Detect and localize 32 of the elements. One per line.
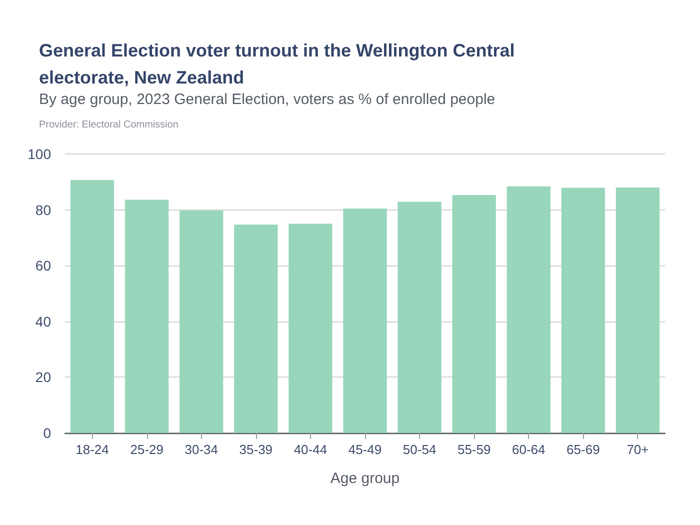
y-tick-label: 0 (43, 425, 52, 441)
bar (288, 224, 332, 433)
x-axis-title: Age group (330, 470, 400, 487)
y-tick-label: 80 (35, 202, 52, 218)
x-tick-label: 55-59 (457, 442, 491, 457)
x-tick-label: 25-29 (130, 442, 164, 457)
bar (234, 224, 278, 433)
chart-subtitle: By age group, 2023 General Election, voters as % of enrolled people (39, 91, 496, 108)
x-tick-label: 65-69 (566, 442, 600, 457)
x-tick-label: 70+ (626, 442, 649, 457)
bar (506, 186, 550, 433)
x-tick-label: 45-49 (348, 442, 382, 457)
y-tick-label: 40 (35, 313, 52, 330)
bar (70, 180, 114, 433)
x-tick-label: 60-64 (512, 442, 546, 457)
bar (125, 200, 169, 433)
bar (180, 210, 224, 433)
y-tick-label: 60 (35, 258, 52, 274)
bar (452, 195, 496, 433)
chart-title: General Election voter turnout in the Wellington Central electorate, New Zealand (39, 40, 520, 88)
text: Provider: Electoral Commission (39, 120, 178, 130)
x-tick-label: 40-44 (294, 442, 328, 457)
bar (343, 208, 387, 433)
x-tick-label: 35-39 (239, 442, 273, 457)
x-tick-label: 50-54 (402, 442, 436, 457)
y-tick-label: 20 (35, 369, 52, 386)
y-tick-label: 100 (28, 146, 52, 162)
bar (561, 188, 605, 433)
bar (398, 202, 442, 433)
x-tick-label: 30-34 (184, 442, 218, 457)
x-tick-label: 18-24 (76, 442, 109, 457)
bar (616, 187, 660, 433)
